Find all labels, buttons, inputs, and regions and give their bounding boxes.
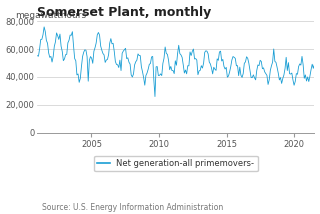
Legend: Net generation-all primemovers-: Net generation-all primemovers-: [94, 156, 258, 171]
Text: Source: U.S. Energy Information Administration: Source: U.S. Energy Information Administ…: [42, 203, 223, 212]
Text: eia: eia: [6, 201, 19, 210]
Text: megawatthours: megawatthours: [15, 11, 86, 20]
Text: Somerset Plant, monthly: Somerset Plant, monthly: [37, 6, 212, 19]
